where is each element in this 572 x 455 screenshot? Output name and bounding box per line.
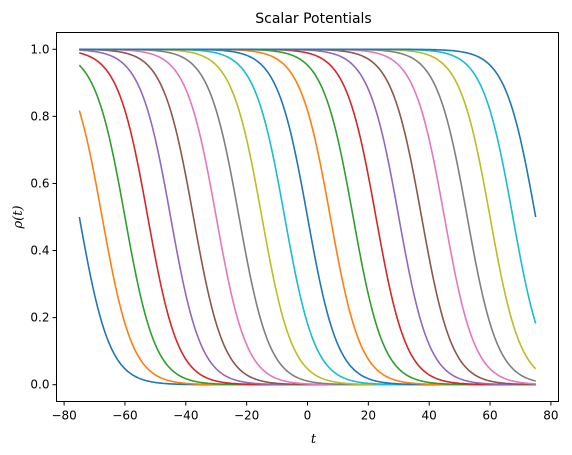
y-tick-label: 0.2 <box>30 311 49 325</box>
plot-area <box>78 48 537 386</box>
x-axis: −80 −60 −40 −20 0 20 40 60 80 <box>51 401 559 423</box>
x-tick-label: 60 <box>482 409 497 423</box>
y-axis-label: ρ(t) <box>11 205 26 229</box>
series-line-20 <box>79 48 537 324</box>
series-line-1 <box>78 216 536 386</box>
y-tick-label: 0.0 <box>30 378 49 392</box>
x-tick-label: 40 <box>422 409 437 423</box>
y-axis: 0.0 0.2 0.4 0.6 0.8 1.0 <box>30 42 57 392</box>
y-tick-label: 1.0 <box>30 42 49 56</box>
x-tick-label: 0 <box>304 409 312 423</box>
y-tick-label: 0.8 <box>30 109 49 123</box>
series-line-2 <box>78 110 536 386</box>
x-tick-label: 20 <box>361 409 376 423</box>
y-tick-label: 0.6 <box>30 176 49 190</box>
y-tick-label: 0.4 <box>30 244 49 258</box>
x-tick-label: −40 <box>173 409 198 423</box>
x-tick-label: −20 <box>234 409 259 423</box>
x-axis-label: t <box>311 432 317 447</box>
x-tick-label: −80 <box>51 409 76 423</box>
series-line-21 <box>79 48 537 218</box>
x-tick-label: −60 <box>112 409 137 423</box>
x-tick-label: 80 <box>543 409 558 423</box>
chart-title: Scalar Potentials <box>255 11 371 27</box>
